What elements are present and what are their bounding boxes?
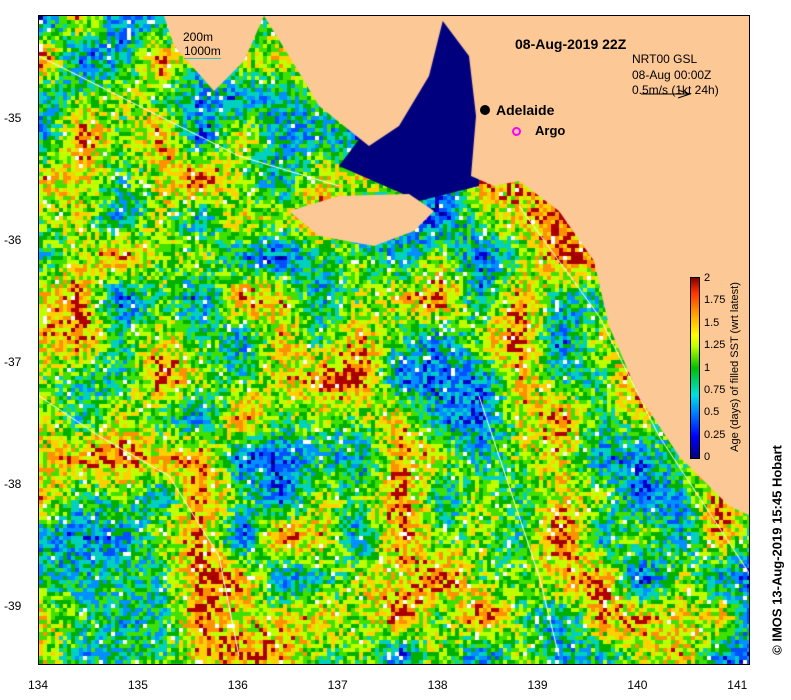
x-tick-label: 134	[27, 678, 49, 692]
x-tick-label: 139	[527, 678, 548, 692]
colorbar-tick-label: 1.25	[704, 339, 726, 352]
argo-label: Argo	[535, 123, 566, 138]
product-time: 08-Aug 00:00Z	[632, 68, 712, 82]
colorbar-tick-label: 0.5	[704, 406, 720, 419]
colorbar-title: Age (days) of filled SST (wrt latest)	[729, 282, 741, 452]
x-tick-label: 137	[327, 678, 348, 692]
sst-age-raster	[39, 16, 749, 664]
map-title: 08-Aug-2019 22Z	[515, 36, 627, 52]
y-tick-label: -37	[4, 355, 22, 369]
colorbar	[690, 277, 700, 459]
x-tick-label: 136	[227, 678, 248, 692]
copyright: © IMOS 13-Aug-2019 15:45 Hobart	[769, 445, 785, 655]
colorbar-tick-label: 1	[704, 361, 711, 374]
colorbar-tick-label: 0.25	[704, 428, 726, 441]
x-tick-label: 138	[427, 678, 448, 692]
x-tick-label: 135	[127, 678, 148, 692]
y-tick-label: -39	[4, 599, 22, 613]
adelaide-marker-icon	[480, 105, 490, 115]
velocity-scale-arrow-icon	[641, 89, 692, 99]
colorbar-tick-label: 0.75	[704, 384, 726, 396]
y-tick-label: -38	[4, 477, 22, 491]
y-tick-label: -36	[4, 233, 22, 247]
isobath-200m-label: 200m	[183, 30, 214, 44]
product-name: NRT00 GSL	[632, 52, 698, 66]
colorbar-tick-label: 1.75	[704, 294, 726, 307]
y-tick-label: -35	[4, 111, 22, 125]
colorbar-tick-label: 1.5	[704, 316, 720, 329]
colorbar-tick-label: 2	[704, 272, 711, 284]
sst-age-map	[38, 15, 750, 665]
colorbar-tick-label: 0	[704, 451, 711, 464]
x-tick-label: 140	[627, 678, 648, 692]
isobath-1000m-label: 1000m	[184, 44, 221, 59]
argo-float-icon	[512, 127, 521, 136]
adelaide-label: Adelaide	[496, 102, 555, 118]
x-tick-label: 141	[727, 678, 748, 692]
